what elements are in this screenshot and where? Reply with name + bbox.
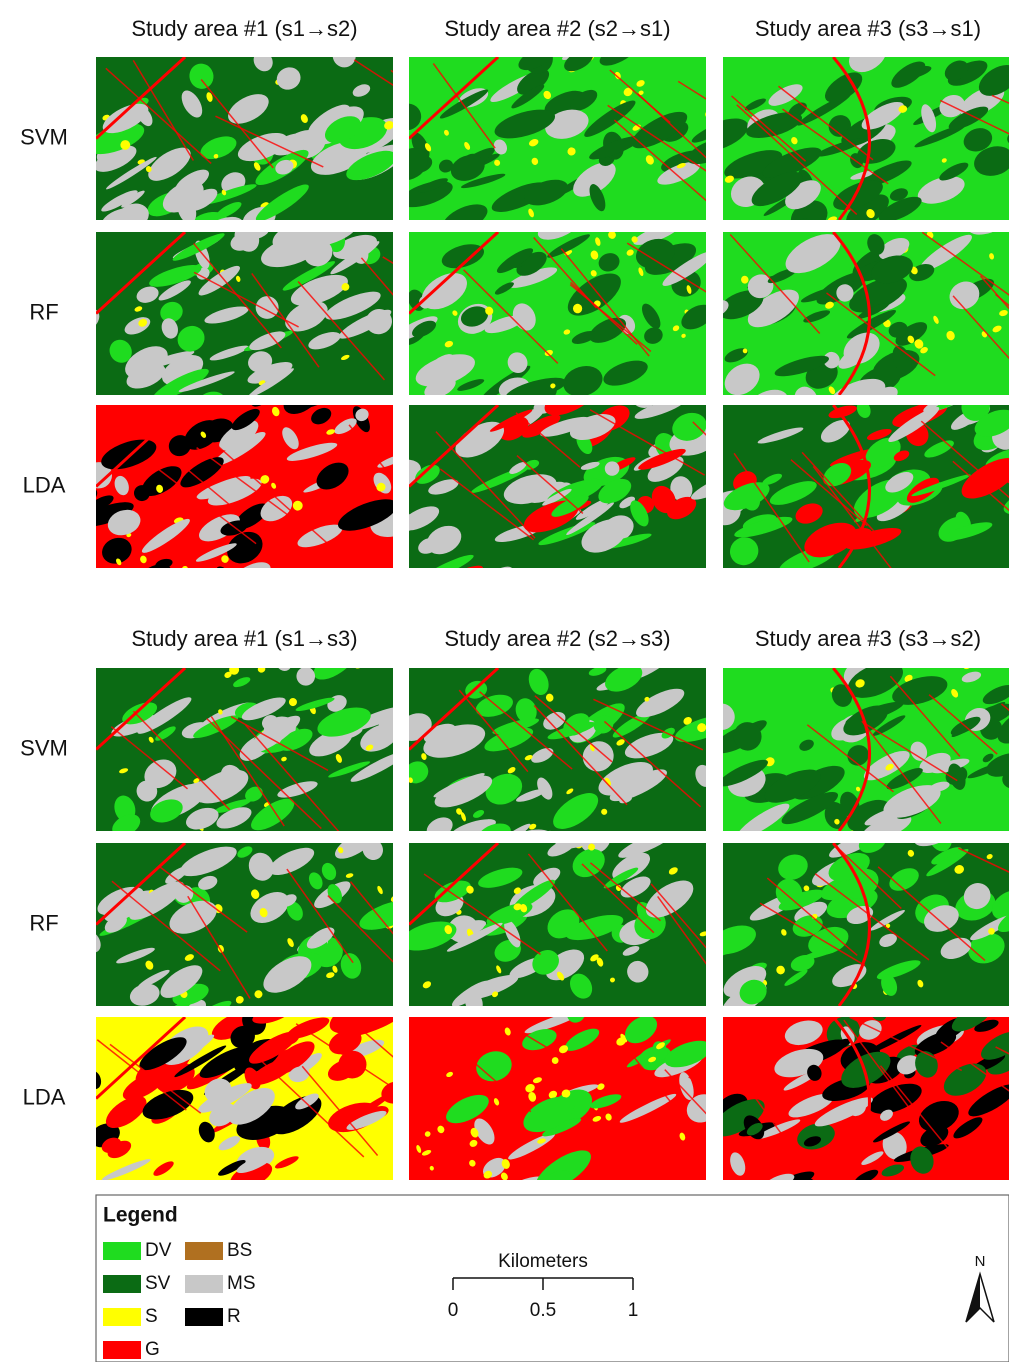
map-patch: [184, 575, 221, 605]
classification-map: [77, 374, 436, 629]
map-patch: [850, 830, 857, 840]
legend-swatch: [103, 1275, 141, 1293]
map-base: [96, 843, 393, 1006]
map-patch: [827, 224, 833, 231]
row-label: SVM: [20, 124, 68, 149]
legend-label: SV: [145, 1273, 171, 1294]
legend-label: MS: [227, 1273, 256, 1294]
row-label: RF: [29, 910, 58, 935]
scale-tick-label: 0.5: [530, 1300, 556, 1321]
map-patch: [771, 579, 802, 605]
legend-swatch: [185, 1308, 223, 1326]
map-patch: [570, 650, 602, 667]
map-patch: [399, 314, 407, 321]
classification-map: [386, 17, 761, 243]
map-patch: [778, 565, 823, 608]
scale-tick-label: 0: [448, 1300, 459, 1321]
legend-label: G: [145, 1339, 160, 1360]
map-patch: [149, 591, 171, 616]
row-label: LDA: [23, 472, 66, 497]
map-patch: [491, 832, 500, 842]
column-header: Study area #3 (s3→s1): [755, 16, 981, 41]
map-patch: [117, 1006, 129, 1017]
map-patch: [178, 575, 189, 582]
classification-map: [683, 185, 1009, 427]
column-header: Study area #2 (s2→s1): [444, 16, 670, 41]
map-patch: [203, 566, 230, 581]
map-patch: [447, 573, 509, 616]
legend-swatch: [185, 1275, 223, 1293]
map-patch: [793, 572, 831, 605]
map-patch: [521, 568, 552, 590]
map-patch: [880, 660, 889, 668]
map-patch: [346, 40, 352, 47]
map-patch: [279, 220, 288, 229]
scale-tick-label: 1: [628, 1300, 639, 1321]
column-header: Study area #2 (s2→s3): [444, 626, 670, 651]
legend-title: Legend: [103, 1204, 178, 1227]
legend-swatch: [103, 1341, 141, 1359]
column-header: Study area #1 (s1→s3): [131, 626, 357, 651]
map-patch: [176, 598, 184, 607]
legend-label: S: [145, 1306, 158, 1327]
map-patch: [208, 567, 233, 596]
map-patch: [840, 573, 863, 599]
legend-swatch: [103, 1242, 141, 1260]
map-patch: [801, 1006, 810, 1015]
column-header: Study area #3 (s3→s2): [755, 626, 981, 651]
row-label: LDA: [23, 1084, 66, 1109]
map-patch: [476, 396, 487, 404]
legend-label: DV: [145, 1240, 172, 1261]
scale-title: Kilometers: [498, 1251, 588, 1272]
legend-swatch: [103, 1308, 141, 1326]
map-patch: [189, 224, 200, 233]
classification-map: [391, 195, 746, 436]
map-patch: [802, 576, 842, 603]
map-patch: [129, 573, 157, 592]
legend-label: R: [227, 1306, 241, 1327]
figure: Legend Kilometers N Study area #1 (s1→s2…: [0, 0, 1009, 1362]
map-patch: [921, 0, 932, 11]
north-label: N: [975, 1253, 986, 1270]
map-patch: [86, 930, 95, 937]
row-label: RF: [29, 299, 58, 324]
map-patch: [551, 46, 560, 56]
map-patch: [142, 572, 186, 613]
map-patch: [886, 219, 899, 231]
map-patch: [947, 42, 956, 50]
map-patch: [781, 566, 802, 589]
column-header: Study area #1 (s1→s2): [131, 16, 357, 41]
legend-swatch: [185, 1242, 223, 1260]
map-patch: [938, 47, 949, 55]
map-patch: [784, 578, 847, 623]
legend-label: BS: [227, 1240, 252, 1261]
map-patch: [821, 574, 855, 603]
row-label: SVM: [20, 735, 68, 760]
